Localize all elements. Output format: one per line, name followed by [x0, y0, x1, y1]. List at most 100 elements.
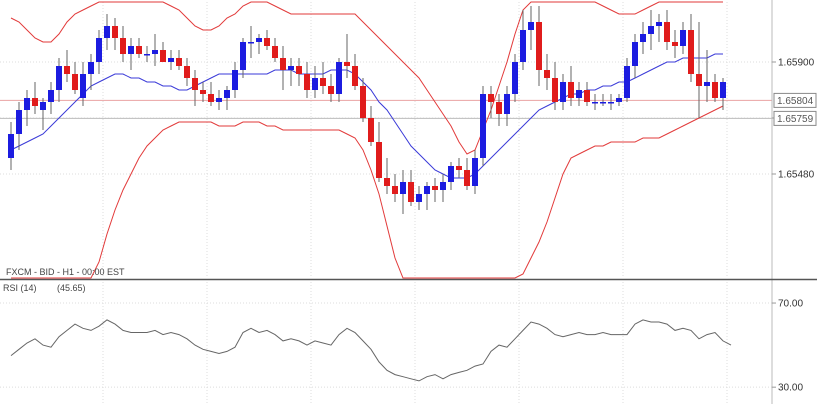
- candle-body: [376, 142, 382, 178]
- candle-body: [392, 186, 398, 194]
- rsi-label: RSI (14): [3, 283, 37, 293]
- candle-body: [128, 46, 134, 54]
- candle-body: [312, 78, 318, 90]
- candle-body: [80, 74, 86, 98]
- candle-body: [560, 82, 566, 102]
- candle-47: [384, 158, 390, 194]
- candle-81: [656, 14, 662, 42]
- candle-body: [72, 74, 78, 90]
- candle-32: [264, 30, 270, 50]
- candle-body: [168, 58, 174, 62]
- candle-body: [648, 26, 654, 34]
- candle-body: [664, 22, 670, 42]
- rsi-axis: 70.00 30.00: [772, 299, 803, 394]
- candle-16: [136, 38, 142, 58]
- candle-52: [424, 182, 430, 210]
- candle-25: [208, 82, 214, 106]
- chart-caption: FXCM - BID - H1 - 00:00 EST: [6, 267, 125, 277]
- candle-27: [224, 86, 230, 110]
- candle-24: [200, 82, 206, 102]
- candle-body: [160, 50, 166, 62]
- candle-body: [176, 58, 182, 66]
- candle-body: [424, 186, 430, 194]
- candle-body: [688, 30, 694, 74]
- candle-0: [8, 122, 14, 170]
- candle-body: [136, 46, 142, 54]
- candle-body: [192, 78, 198, 90]
- candle-5: [48, 82, 54, 114]
- candle-body: [504, 94, 510, 114]
- candle-87: [704, 50, 710, 102]
- upper-bollinger-band: [10, 1, 723, 155]
- candle-body: [624, 66, 630, 98]
- candle-body: [520, 30, 526, 62]
- candle-body: [584, 90, 590, 102]
- candle-63: [512, 54, 518, 102]
- candle-1: [16, 102, 22, 150]
- candle-body: [88, 62, 94, 74]
- candle-body: [240, 42, 246, 70]
- candle-18: [152, 34, 158, 66]
- candle-54: [440, 174, 446, 202]
- candle-12: [104, 14, 110, 50]
- candle-body: [696, 74, 702, 86]
- candle-37: [304, 62, 310, 98]
- price-grid: [0, 2, 772, 278]
- candle-body: [472, 158, 478, 186]
- candle-42: [344, 34, 350, 78]
- candle-74: [600, 94, 606, 106]
- candle-51: [416, 186, 422, 210]
- rsi-grid: [0, 282, 772, 404]
- candle-body: [296, 66, 302, 74]
- moving-average-line: [10, 53, 723, 179]
- candle-76: [616, 94, 622, 106]
- candle-84: [680, 22, 686, 54]
- candle-body: [720, 82, 726, 98]
- candle-79: [640, 22, 646, 54]
- candle-65: [528, 6, 534, 50]
- candle-7: [64, 50, 70, 82]
- candle-70: [568, 66, 574, 106]
- candle-body: [480, 94, 486, 158]
- candle-body: [656, 22, 662, 26]
- candle-body: [48, 90, 54, 102]
- candle-59: [480, 86, 486, 166]
- candle-23: [192, 70, 198, 106]
- candle-66: [536, 6, 542, 86]
- candle-body: [600, 102, 606, 104]
- candle-body: [400, 182, 406, 194]
- candle-64: [520, 10, 526, 70]
- candle-43: [352, 54, 358, 90]
- candle-71: [576, 82, 582, 106]
- candle-body: [328, 86, 334, 94]
- candle-body: [576, 90, 582, 98]
- candle-36: [296, 58, 302, 86]
- candle-45: [368, 106, 374, 146]
- candle-body: [352, 66, 358, 86]
- candle-body: [704, 82, 710, 86]
- price-box-0: [773, 92, 817, 108]
- candle-body: [680, 30, 686, 46]
- candle-body: [112, 26, 118, 38]
- candle-body: [56, 66, 62, 90]
- candle-50: [408, 170, 414, 206]
- candle-77: [624, 58, 630, 102]
- candle-58: [472, 150, 478, 194]
- candle-body: [344, 62, 350, 66]
- candle-19: [160, 42, 166, 62]
- candle-46: [376, 122, 382, 182]
- candle-body: [360, 86, 366, 118]
- candle-body: [320, 78, 326, 86]
- candles-layer: [8, 6, 726, 214]
- candle-body: [280, 58, 286, 70]
- candle-body: [640, 34, 646, 42]
- candle-15: [128, 38, 134, 70]
- candle-body: [464, 170, 470, 186]
- candle-body: [64, 66, 70, 74]
- candle-20: [168, 50, 174, 70]
- lower-bollinger-band: [11, 105, 724, 279]
- price-boxes: 1.65804 1.65759: [773, 92, 817, 126]
- candle-44: [360, 78, 366, 122]
- candle-89: [720, 78, 726, 110]
